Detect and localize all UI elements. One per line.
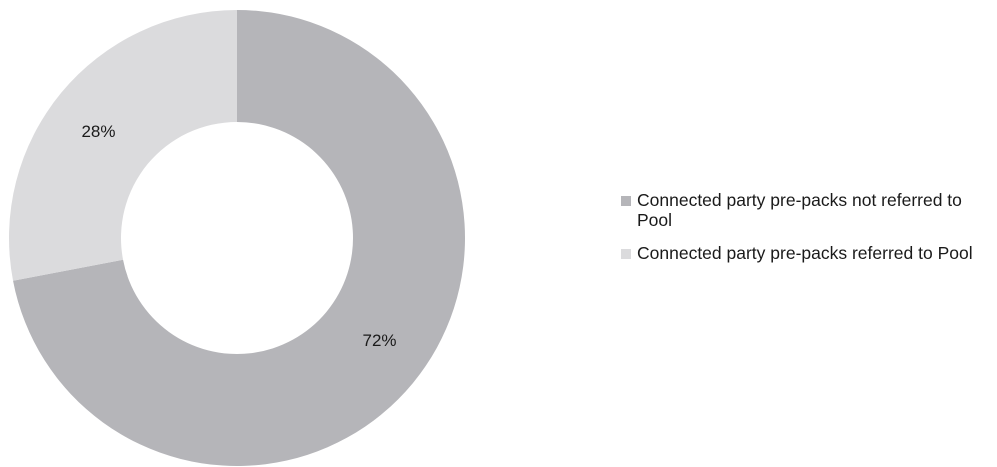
- donut-slice-referred: [8, 10, 238, 281]
- slice-label-referred: 28%: [81, 122, 115, 141]
- slice-label-not-referred: 72%: [363, 331, 397, 350]
- donut-slice-labels: 72% 28%: [81, 122, 396, 350]
- legend-item-referred: Connected party pre-packs referred to Po…: [621, 243, 991, 263]
- donut-slice-not-referred: [13, 10, 465, 466]
- legend-item-not-referred: Connected party pre-packs not referred t…: [621, 190, 991, 230]
- legend-label-referred: Connected party pre-packs referred to Po…: [637, 243, 973, 263]
- legend-label-not-referred: Connected party pre-packs not referred t…: [637, 190, 962, 230]
- chart-legend: Connected party pre-packs not referred t…: [621, 190, 991, 276]
- donut-slices: [8, 10, 465, 466]
- legend-swatch-not-referred: [621, 196, 631, 206]
- legend-swatch-referred: [621, 249, 631, 259]
